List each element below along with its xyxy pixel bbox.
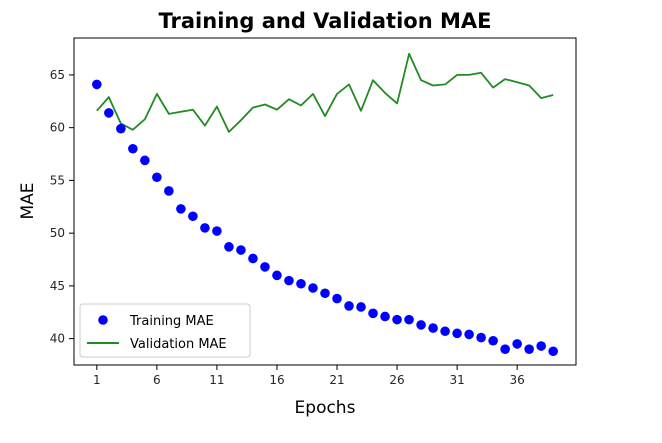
data-point-training <box>308 283 318 293</box>
data-point-training <box>356 302 366 312</box>
y-tick-label: 60 <box>50 121 65 135</box>
plot-layer <box>92 52 558 357</box>
data-point-training <box>488 335 498 346</box>
x-tick-label: 21 <box>329 373 344 387</box>
data-point-training <box>128 143 138 154</box>
data-point-training <box>476 332 486 343</box>
data-point-training <box>152 172 162 183</box>
data-point-training <box>452 328 462 339</box>
legend-box <box>79 303 251 358</box>
plot-frame <box>73 37 577 366</box>
data-point-training <box>428 323 438 333</box>
x-tick-label: 1 <box>93 373 101 387</box>
data-point-training <box>500 344 510 354</box>
legend-label-training: Training MAE <box>129 314 214 329</box>
data-point-training <box>188 211 198 222</box>
data-point-training <box>224 242 234 252</box>
data-point-training <box>104 108 114 118</box>
data-point-training <box>536 341 546 351</box>
data-point-training <box>212 226 222 236</box>
data-point-training <box>248 253 258 264</box>
data-point-training <box>272 270 282 281</box>
data-point-training <box>332 293 342 304</box>
series-line-validation <box>96 52 554 133</box>
data-point-training <box>440 326 450 337</box>
x-tick-label: 16 <box>269 373 284 387</box>
y-tick-label: 50 <box>50 226 65 240</box>
data-point-training <box>284 275 294 286</box>
y-tick-label: 65 <box>50 68 65 82</box>
x-tick-label: 6 <box>153 373 161 387</box>
y-tick-label: 45 <box>50 279 65 293</box>
legend: Training MAE Validation MAE <box>79 303 251 358</box>
data-point-training <box>164 186 174 196</box>
y-axis-label: MAE <box>18 182 38 219</box>
data-point-training <box>200 223 210 233</box>
data-point-training <box>524 344 534 354</box>
x-tick-label: 11 <box>209 373 224 387</box>
data-point-training <box>380 311 390 322</box>
y-tick-label: 55 <box>50 173 65 187</box>
data-point-training <box>416 320 426 330</box>
legend-label-validation: Validation MAE <box>130 337 227 352</box>
y-tick-label: 40 <box>50 332 65 346</box>
x-tick-label: 36 <box>510 373 525 387</box>
data-point-training <box>392 314 402 325</box>
data-point-training <box>368 308 378 319</box>
data-point-training <box>260 262 270 272</box>
x-axis-ticks: 1 6 11 16 21 26 31 36 <box>93 365 525 387</box>
data-point-training <box>296 278 306 289</box>
x-tick-label: 31 <box>449 373 464 387</box>
data-point-training <box>404 314 414 325</box>
x-tick-label: 26 <box>389 373 404 387</box>
data-point-training <box>236 245 246 255</box>
chart-title: Training and Validation MAE <box>159 9 492 33</box>
x-axis-label: Epochs <box>295 398 356 418</box>
legend-marker-training <box>98 315 108 325</box>
data-point-training <box>176 204 186 214</box>
data-point-training <box>92 79 102 90</box>
data-point-training <box>548 346 558 357</box>
data-point-training <box>320 288 330 299</box>
data-point-training <box>344 301 354 311</box>
y-axis-ticks: 40 45 50 55 60 65 <box>50 68 74 346</box>
data-point-training <box>116 123 126 134</box>
data-point-training <box>512 339 522 349</box>
data-point-training <box>464 329 474 340</box>
data-point-training <box>140 155 150 166</box>
